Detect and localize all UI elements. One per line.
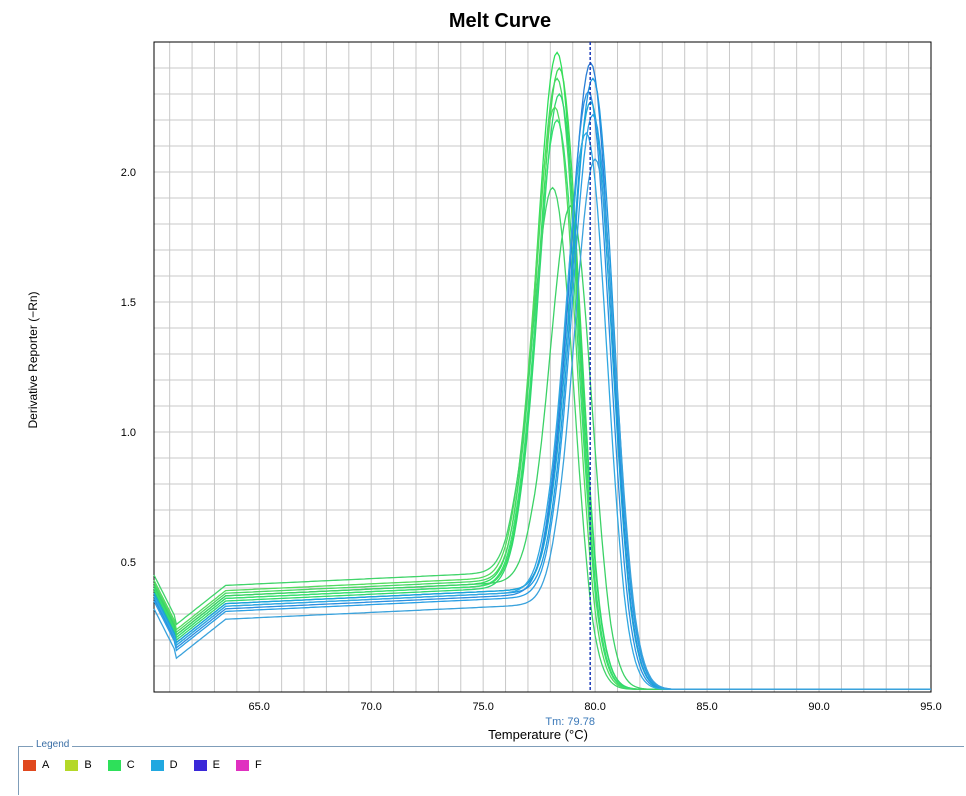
legend-label: D	[169, 759, 178, 771]
legend-swatch	[193, 759, 207, 771]
legend-swatch	[107, 759, 121, 771]
x-tick-label: 90.0	[808, 701, 829, 713]
legend-title: Legend	[33, 739, 73, 750]
legend-item-e: E	[193, 759, 220, 771]
legend-label: F	[254, 759, 262, 771]
legend-swatch	[150, 759, 164, 771]
x-tick-label: 80.0	[584, 701, 605, 713]
x-tick-label: 75.0	[472, 701, 493, 713]
legend-swatch	[235, 759, 249, 771]
x-tick-labels: 65.0 70.0 75.0 80.0 85.0 90.0 95.0	[249, 701, 942, 713]
plot-area-frame	[153, 41, 932, 693]
legend-label: A	[42, 759, 50, 771]
legend-swatch	[65, 759, 79, 771]
melt-curve-chart: Melt Curve Tm: 79.78 65.0 70.0 75.0 80.0 85.…	[26, 10, 942, 742]
legend-item-b: B	[65, 759, 92, 771]
x-tick-label: 95.0	[920, 701, 941, 713]
legend-label: C	[126, 759, 135, 771]
x-tick-label: 65.0	[249, 701, 270, 713]
melt-curve-d-9	[153, 61, 931, 691]
y-tick-label: 1.5	[121, 297, 136, 309]
x-tick-label: 85.0	[696, 701, 717, 713]
melt-curve-d-15	[153, 157, 931, 691]
legend-item-d: D	[150, 759, 178, 771]
y-tick-labels: 0.5 1.0 1.5 2.0	[121, 167, 136, 569]
legend-items: A B C D E F	[23, 759, 262, 771]
y-axis-label: Derivative Reporter (−Rn)	[26, 291, 40, 428]
x-axis-label: Temperature (°C)	[488, 727, 588, 742]
y-tick-label: 0.5	[121, 557, 136, 569]
y-tick-label: 1.0	[121, 427, 136, 439]
chart-title: Melt Curve	[449, 10, 551, 32]
melt-curve-d-13	[153, 113, 931, 691]
legend-item-a: A	[23, 759, 49, 771]
series-lines	[153, 51, 931, 691]
y-tick-label: 2.0	[121, 167, 136, 179]
legend-swatch	[23, 759, 36, 771]
grid-lines	[154, 42, 932, 692]
legend-item-f: F	[235, 759, 262, 771]
x-tick-label: 70.0	[360, 701, 381, 713]
legend-panel: Legend A B C D E F	[18, 739, 964, 795]
legend-item-c: C	[107, 759, 135, 771]
tm-marker: Tm: 79.78	[545, 42, 595, 728]
legend-label: E	[212, 759, 220, 771]
tm-label: Tm: 79.78	[545, 716, 595, 728]
legend-label: B	[84, 759, 92, 771]
